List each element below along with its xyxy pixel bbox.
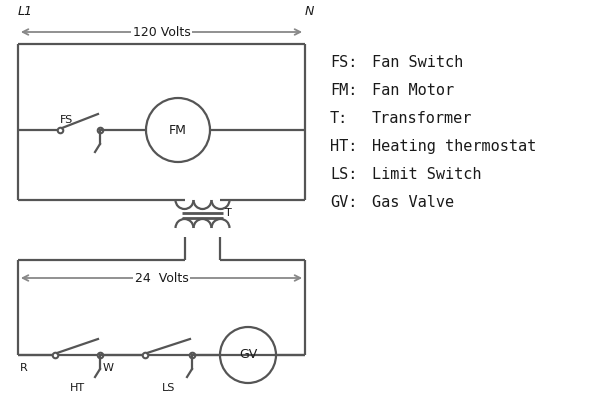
Text: 24  Volts: 24 Volts xyxy=(135,272,188,284)
Text: N: N xyxy=(305,5,314,18)
Text: HT: HT xyxy=(70,383,85,393)
Text: T:: T: xyxy=(330,111,348,126)
Text: GV:: GV: xyxy=(330,195,358,210)
Text: W: W xyxy=(103,363,114,373)
Text: R: R xyxy=(20,363,28,373)
Text: 120 Volts: 120 Volts xyxy=(133,26,191,38)
Text: LS: LS xyxy=(162,383,175,393)
Text: T: T xyxy=(225,208,232,218)
Text: Fan Switch: Fan Switch xyxy=(372,55,463,70)
Text: LS:: LS: xyxy=(330,167,358,182)
Text: FM: FM xyxy=(169,124,187,136)
Text: Fan Motor: Fan Motor xyxy=(372,83,454,98)
Text: Gas Valve: Gas Valve xyxy=(372,195,454,210)
Text: HT:: HT: xyxy=(330,139,358,154)
Text: FM:: FM: xyxy=(330,83,358,98)
Text: FS:: FS: xyxy=(330,55,358,70)
Text: Limit Switch: Limit Switch xyxy=(372,167,481,182)
Text: L1: L1 xyxy=(18,5,33,18)
Text: GV: GV xyxy=(239,348,257,362)
Text: Transformer: Transformer xyxy=(372,111,473,126)
Text: FS: FS xyxy=(60,115,73,125)
Text: Heating thermostat: Heating thermostat xyxy=(372,139,536,154)
